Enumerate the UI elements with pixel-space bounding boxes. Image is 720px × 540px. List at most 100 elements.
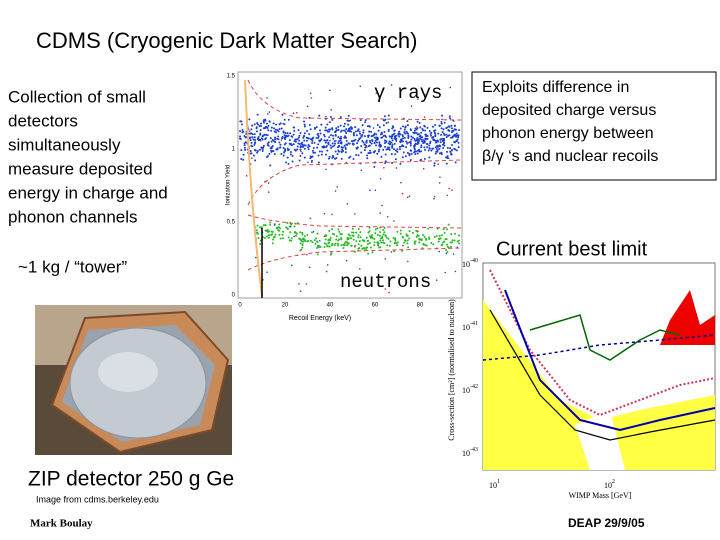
y-tick-label: 10-41 [462, 321, 478, 331]
gamma-dot [398, 135, 401, 138]
neutron-dot [396, 230, 399, 233]
neutron-dot [360, 244, 363, 247]
gamma-dot [413, 131, 416, 134]
gamma-dot [453, 125, 456, 128]
gamma-dot [266, 142, 269, 145]
neutron-dot [299, 242, 302, 245]
gamma-dot [425, 135, 428, 138]
stray-dot [435, 279, 438, 281]
y-tick-label-exp: -40 [470, 258, 478, 264]
stray-dot [378, 95, 380, 98]
neutron-dot [282, 237, 285, 240]
gamma-dot [438, 152, 441, 155]
gamma-dot [369, 141, 372, 144]
gamma-dot [318, 114, 321, 117]
neutron-dot [401, 249, 404, 252]
stray-dot [335, 140, 337, 142]
gamma-dot [373, 165, 376, 168]
gamma-dot [311, 141, 314, 144]
gamma-dot [388, 148, 391, 151]
gamma-dot [312, 151, 315, 154]
gamma-dot [454, 161, 457, 164]
neutron-dot [357, 228, 360, 231]
neutron-dot [314, 237, 317, 240]
neutron-dot [278, 233, 281, 236]
gamma-dot [275, 131, 278, 134]
gamma-dot [286, 156, 289, 159]
gamma-dot [279, 143, 282, 146]
gamma-dot [339, 116, 342, 119]
gamma-dot [378, 148, 381, 151]
neutron-dot [421, 233, 424, 236]
gamma-dot [265, 122, 268, 125]
gamma-dot [288, 142, 291, 145]
gamma-dot [390, 153, 393, 156]
gamma-dot [442, 139, 445, 142]
gamma-dot [403, 131, 406, 134]
neutron-dot [269, 223, 272, 226]
stray-dot [282, 122, 285, 125]
stray-dot [349, 119, 352, 122]
photo-caption: ZIP detector 250 g Ge [28, 468, 234, 491]
gamma-dot [328, 121, 331, 124]
gamma-dot [331, 156, 334, 159]
gamma-dot [311, 139, 314, 142]
gamma-dot [357, 154, 360, 157]
gamma-dot [239, 137, 242, 140]
author: Mark Boulay [30, 518, 93, 530]
gamma-dot [441, 139, 444, 142]
gamma-dot [457, 146, 460, 149]
gamma-dot [454, 128, 457, 131]
gamma-dot [423, 157, 426, 160]
stray-dot [251, 157, 253, 160]
gamma-dot [337, 128, 340, 131]
gamma-dot [371, 139, 374, 142]
gamma-dot [455, 149, 458, 152]
gamma-dot [271, 138, 274, 141]
gamma-dot [368, 130, 371, 133]
gamma-dot [416, 133, 419, 136]
stray-dot [354, 213, 356, 215]
gamma-dot [299, 145, 302, 148]
gamma-dot [430, 149, 433, 152]
gamma-dot [358, 130, 361, 133]
gamma-dot [306, 137, 309, 140]
gamma-dot [359, 132, 362, 135]
stray-dot [433, 195, 436, 198]
gamma-dot [374, 139, 377, 142]
gamma-dot [393, 148, 396, 151]
gamma-dot [449, 117, 452, 120]
gamma-dot [384, 160, 387, 163]
gamma-dot [425, 137, 428, 140]
neutron-dot [347, 233, 350, 236]
gamma-dot [368, 125, 371, 128]
stray-dot [316, 247, 318, 249]
gamma-dot [239, 130, 242, 133]
gamma-dot [409, 128, 412, 131]
gamma-dot [326, 149, 329, 152]
gamma-dot [293, 126, 296, 129]
gamma-dot [420, 146, 423, 149]
gamma-dot [439, 141, 442, 144]
gamma-dot [430, 134, 433, 137]
callout-line: β/γ ‘s and nuclear recoils [482, 148, 658, 165]
gamma-dot [393, 132, 396, 135]
neutron-dot [440, 244, 443, 247]
stray-dot [452, 253, 455, 255]
x-tick-label: 80 [417, 303, 424, 309]
neutron-dot [450, 233, 453, 236]
gamma-dot [420, 138, 423, 141]
gamma-dot [380, 131, 383, 134]
gamma-dot [425, 133, 428, 136]
gamma-dot [334, 131, 337, 134]
gamma-dot [323, 145, 326, 148]
neutron-dot [376, 233, 379, 236]
gamma-dot [311, 155, 314, 158]
stray-dot [326, 264, 329, 266]
neutron-dot [399, 232, 402, 235]
gamma-dot [409, 158, 412, 161]
stray-dot [365, 146, 368, 148]
neutron-dot [386, 244, 389, 247]
gamma-dot [438, 144, 441, 147]
gamma-dot [319, 132, 322, 135]
